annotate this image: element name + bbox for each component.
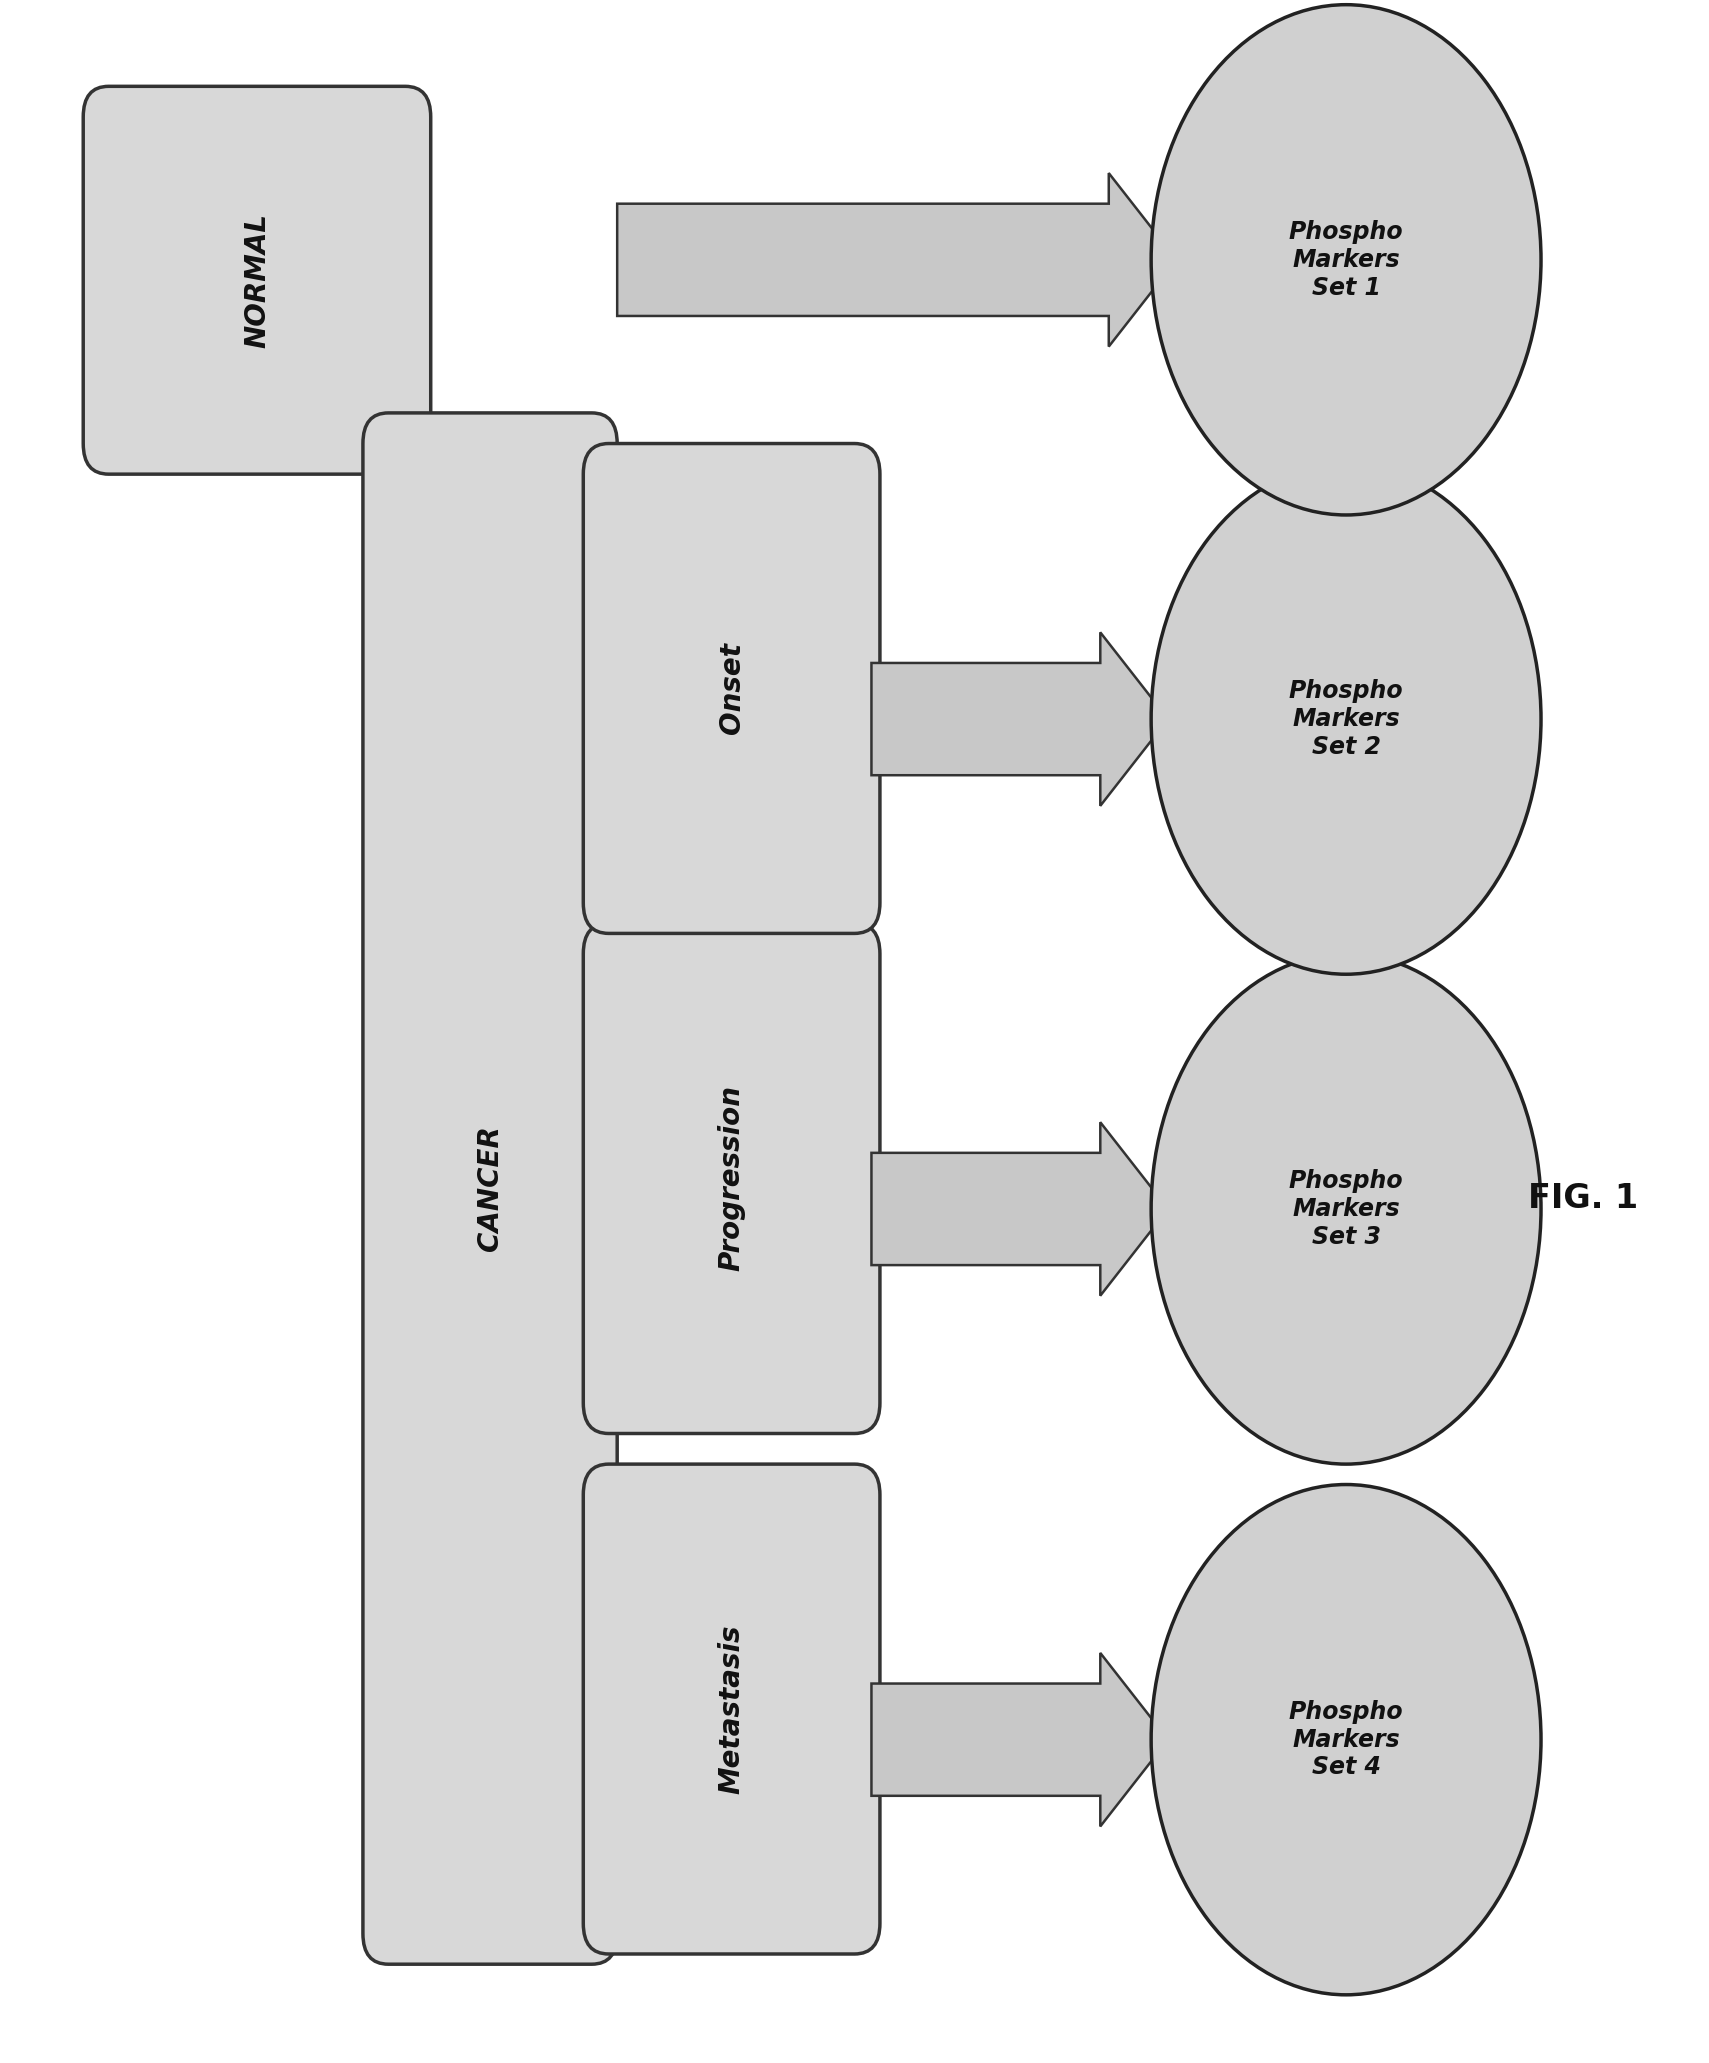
Text: Onset: Onset xyxy=(718,642,745,734)
FancyBboxPatch shape xyxy=(84,87,431,474)
Text: Phospho
Markers
Set 4: Phospho Markers Set 4 xyxy=(1289,1700,1403,1780)
Text: Progression: Progression xyxy=(718,1085,745,1271)
Text: FIG. 1: FIG. 1 xyxy=(1528,1182,1639,1215)
Ellipse shape xyxy=(1152,953,1542,1465)
Text: NORMAL: NORMAL xyxy=(243,212,272,349)
Text: CANCER: CANCER xyxy=(477,1126,504,1252)
FancyArrow shape xyxy=(872,1122,1167,1296)
FancyBboxPatch shape xyxy=(583,1465,880,1954)
Text: Phospho
Markers
Set 2: Phospho Markers Set 2 xyxy=(1289,679,1403,759)
FancyBboxPatch shape xyxy=(583,924,880,1434)
FancyBboxPatch shape xyxy=(362,413,617,1964)
Ellipse shape xyxy=(1152,464,1542,974)
FancyBboxPatch shape xyxy=(583,444,880,932)
Ellipse shape xyxy=(1152,1485,1542,1995)
Text: Metastasis: Metastasis xyxy=(718,1624,745,1795)
FancyArrow shape xyxy=(872,633,1167,807)
Text: Phospho
Markers
Set 3: Phospho Markers Set 3 xyxy=(1289,1170,1403,1248)
Ellipse shape xyxy=(1152,4,1542,516)
FancyArrow shape xyxy=(617,173,1176,347)
FancyArrow shape xyxy=(872,1652,1167,1826)
Text: Phospho
Markers
Set 1: Phospho Markers Set 1 xyxy=(1289,221,1403,299)
